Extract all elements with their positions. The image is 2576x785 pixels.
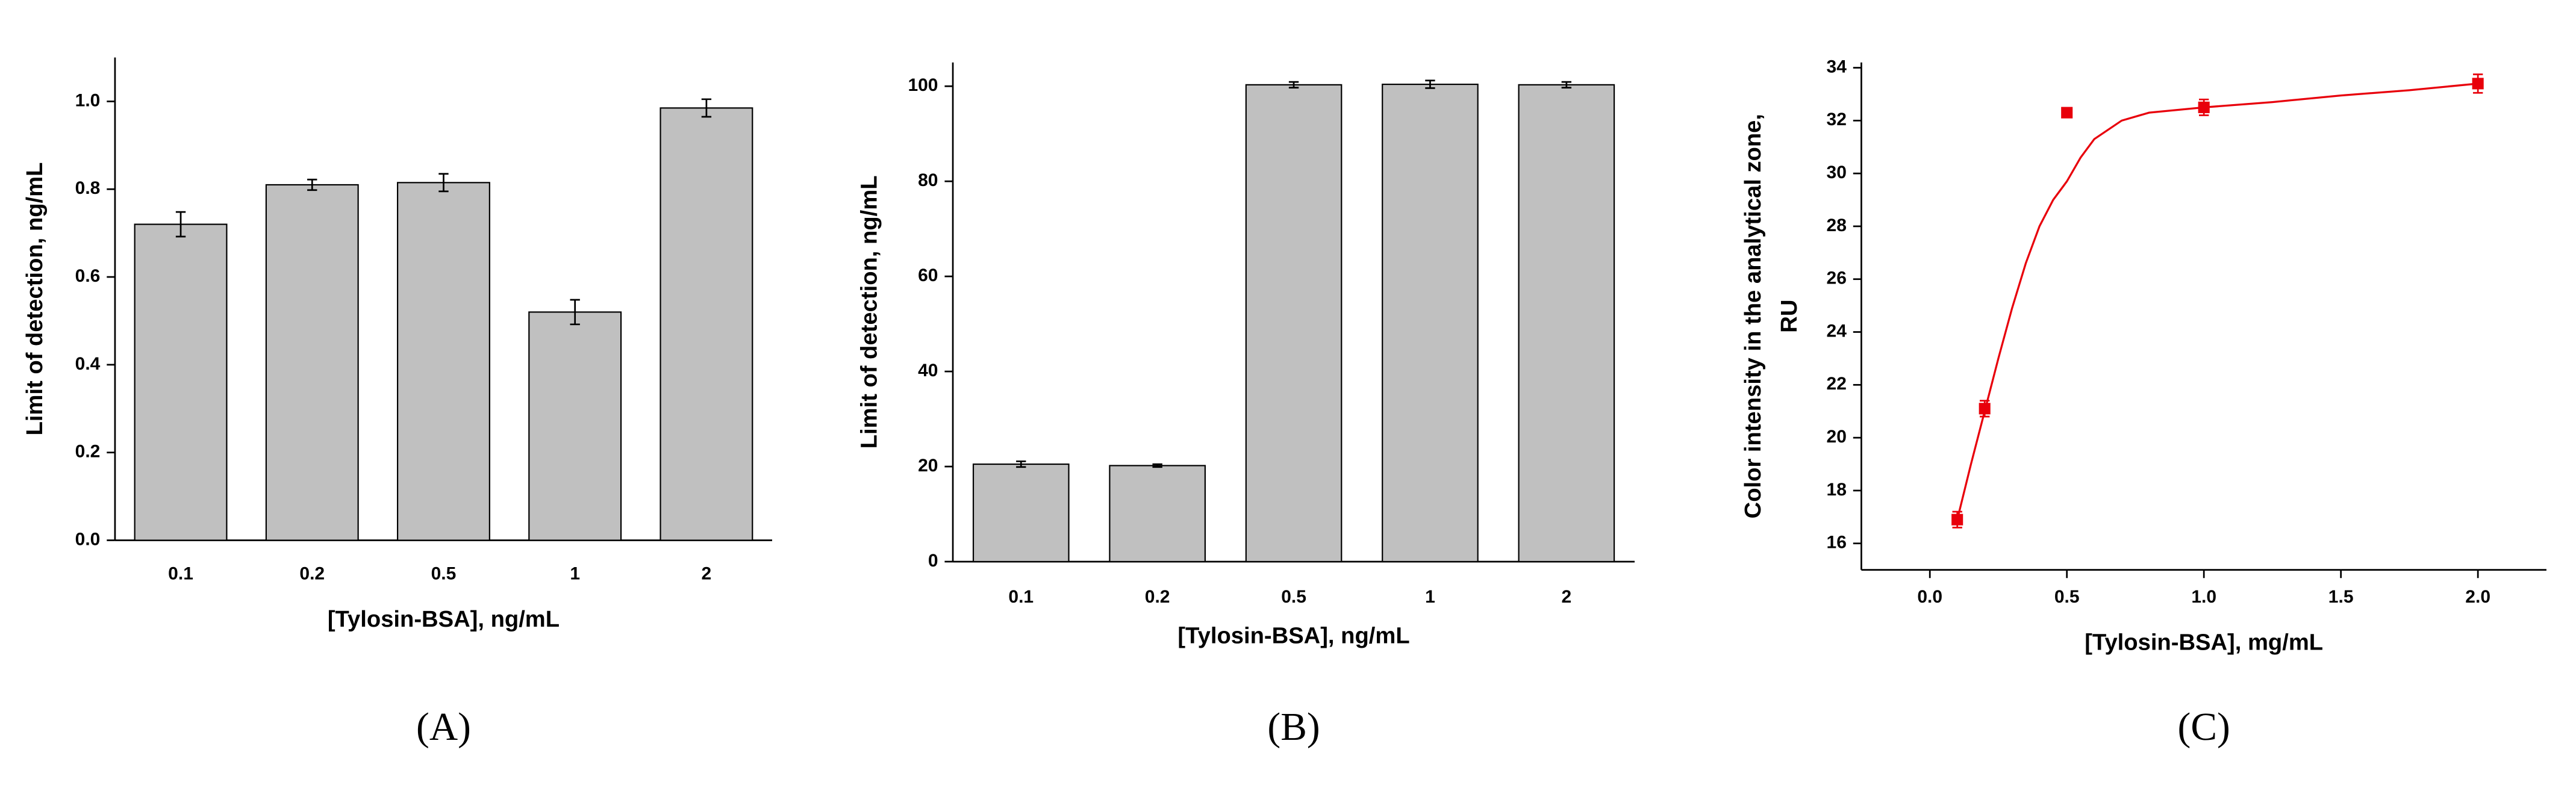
x-tick-label: 0.0 <box>1917 587 1942 607</box>
x-tick-label: 0.5 <box>431 564 457 584</box>
x-tick-label: 0.5 <box>1281 587 1306 607</box>
y-tick-label: 20 <box>1827 427 1847 447</box>
y-tick-label: 1.0 <box>75 90 101 110</box>
x-axis-label: [Tylosin-BSA], ng/mL <box>328 606 560 632</box>
bar <box>972 463 1070 563</box>
x-tick-label: 0.5 <box>2054 587 2080 607</box>
x-tick-label: 0.2 <box>299 564 325 584</box>
y-tick-label: 26 <box>1827 268 1847 288</box>
bar <box>265 184 359 541</box>
x-tick-label: 1.5 <box>2328 587 2354 607</box>
y-axis-label: Limit of detection, ng/mL <box>856 175 882 448</box>
y-tick-label: 34 <box>1827 57 1847 76</box>
x-axis-label: [Tylosin-BSA], mg/mL <box>2085 629 2323 655</box>
x-tick-label: 1 <box>1425 587 1435 607</box>
panel-label: (C) <box>2178 706 2230 749</box>
y-tick-label: 40 <box>918 361 938 380</box>
chart-panel: 0 20 40 60 80 100 [Tylosin-BSA], ng/mL Limit of… <box>856 62 1635 749</box>
y-tick-label: 18 <box>1827 480 1847 500</box>
y-tick-label: 0.8 <box>75 178 101 198</box>
x-tick-label: 2 <box>702 564 712 584</box>
bar <box>1109 465 1206 563</box>
bar <box>397 182 490 541</box>
data-point <box>2198 101 2210 113</box>
x-tick-label: 0.1 <box>168 564 193 584</box>
x-tick-label: 1 <box>570 564 580 584</box>
x-tick-label: 0.2 <box>1145 587 1170 607</box>
panel-label: (B) <box>1267 706 1320 749</box>
bar <box>1382 83 1479 563</box>
y-tick-label: 0 <box>928 551 938 571</box>
y-tick-label: 30 <box>1827 163 1847 182</box>
y-tick-label: 22 <box>1827 374 1847 394</box>
data-point <box>1951 514 1963 526</box>
chart-panel: 16 18 20 22 24 26 28 30 32 34 [Tylosin-BSA], mg/mL… <box>1740 57 2546 749</box>
fit-curve <box>1956 82 2478 520</box>
x-tick-label: 1.0 <box>2191 587 2216 607</box>
y-axis-label: Color intensity in the analytical zone, <box>1740 114 1766 518</box>
bar <box>528 311 622 541</box>
data-point <box>2061 107 2073 119</box>
y-tick-label: 28 <box>1827 216 1847 235</box>
y-tick-label: 20 <box>918 456 938 476</box>
y-tick-label: 80 <box>918 170 938 190</box>
y-tick-label: 32 <box>1827 110 1847 129</box>
panel-label: (A) <box>416 706 471 749</box>
bar <box>134 223 228 541</box>
y-tick-label: 16 <box>1827 533 1847 553</box>
x-tick-label: 2 <box>1561 587 1571 607</box>
x-axis-label: [Tylosin-BSA], ng/mL <box>1177 623 1409 649</box>
y-tick-label: 0.2 <box>75 442 101 462</box>
bar <box>1518 84 1615 563</box>
bar <box>660 107 753 541</box>
data-point <box>1979 403 1991 415</box>
y-tick-label: 0.6 <box>75 266 101 286</box>
y-tick-label: 24 <box>1827 321 1847 341</box>
y-tick-label: 0.4 <box>75 354 101 374</box>
y-axis-label: RU <box>1776 300 1802 333</box>
bar <box>1245 84 1343 563</box>
chart-panel: 0.0 0.2 0.4 0.6 0.8 1.0 [Tylosin-BSA], ng/mL Li… <box>22 57 773 749</box>
y-tick-label: 100 <box>908 75 938 95</box>
data-point <box>2472 78 2484 90</box>
x-tick-label: 2.0 <box>2465 587 2490 607</box>
x-tick-label: 0.1 <box>1008 587 1034 607</box>
y-tick-label: 0.0 <box>75 529 101 549</box>
y-tick-label: 60 <box>918 265 938 285</box>
y-axis-label: Limit of detection, ng/mL <box>22 163 48 436</box>
